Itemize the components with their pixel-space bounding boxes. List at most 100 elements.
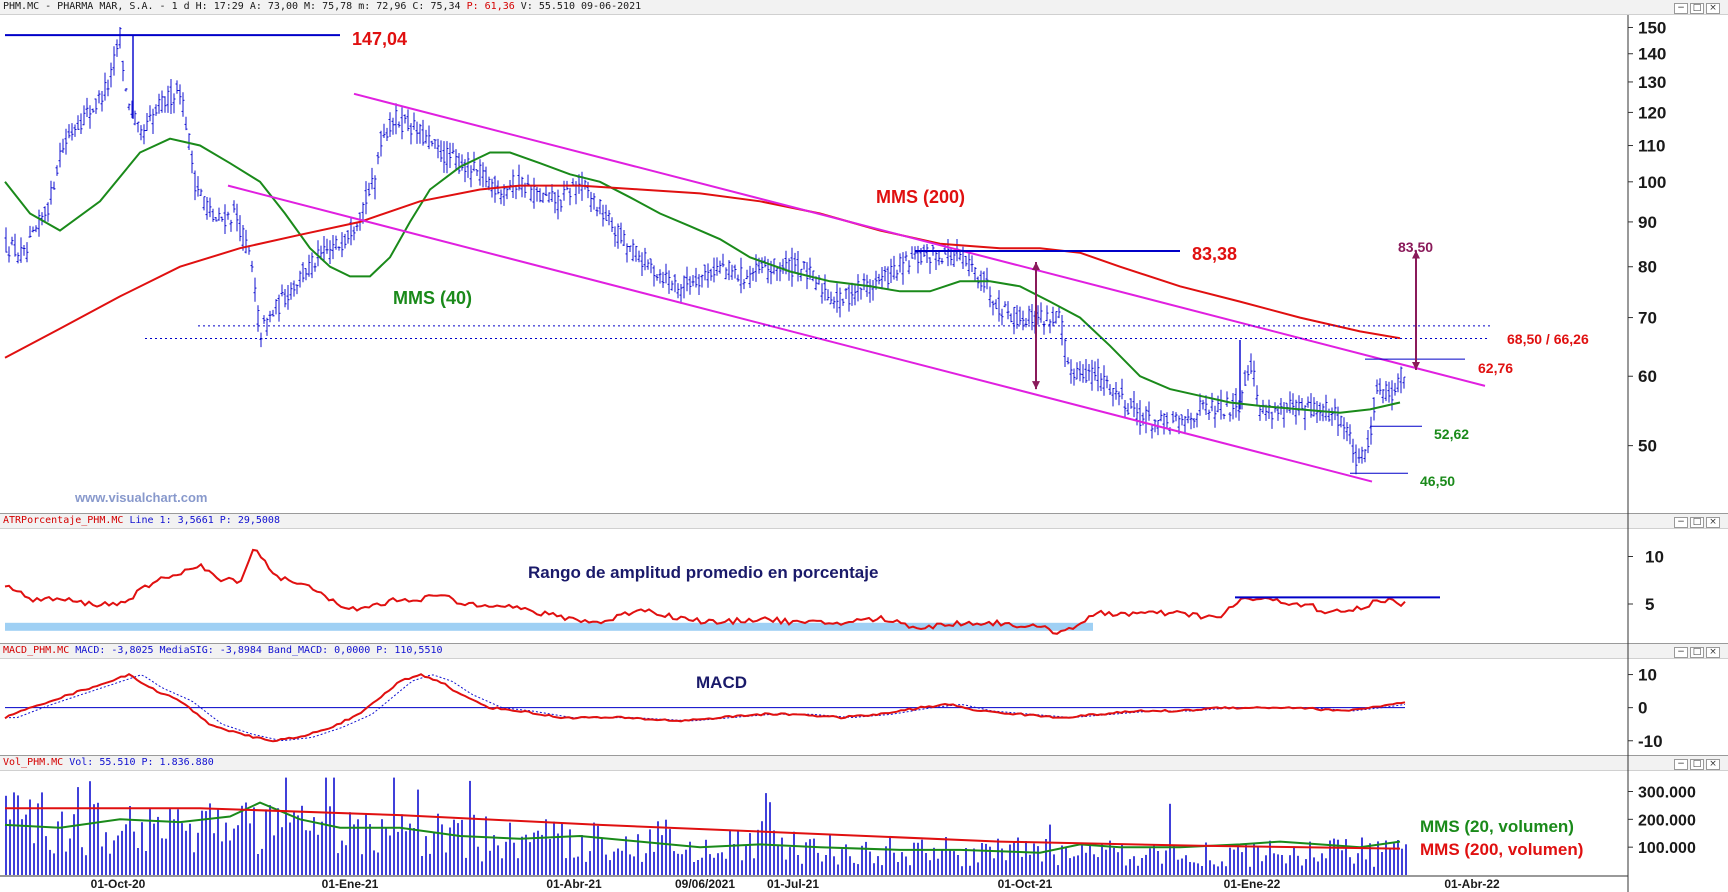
price-bar: [1219, 389, 1223, 420]
close-button[interactable]: ×: [1706, 517, 1720, 528]
price-bar: [1156, 420, 1160, 436]
price-bar: [703, 264, 707, 281]
price-bar: [1312, 397, 1316, 417]
close-button[interactable]: ×: [1706, 647, 1720, 658]
volume-averages: [4, 801, 1401, 854]
atr-title: Rango de amplitud promedio en porcentaje: [528, 563, 878, 582]
minimize-button[interactable]: −: [1674, 517, 1688, 528]
pane-divider[interactable]: [0, 513, 1728, 514]
price-bar: [397, 121, 401, 128]
price-bar: [238, 215, 242, 242]
price-bar: [862, 273, 866, 291]
price-bar: [1165, 412, 1169, 429]
price-bar: [1231, 393, 1235, 420]
price-bar: [1222, 413, 1226, 420]
price-bar: [652, 265, 656, 287]
price-bar: [139, 125, 143, 141]
maximize-button[interactable]: □: [1690, 517, 1704, 528]
minimize-button[interactable]: −: [1674, 3, 1688, 14]
y-tick-label: 80: [1638, 258, 1657, 277]
price-bar: [826, 289, 830, 301]
maximize-button[interactable]: □: [1690, 3, 1704, 14]
price-bar: [1066, 357, 1070, 365]
price-bar: [1291, 393, 1295, 415]
maximize-button[interactable]: □: [1690, 759, 1704, 770]
vol-header-values: Vol: 55.510 P: 1.836.880: [69, 757, 214, 768]
price-bar: [670, 280, 674, 291]
price-bar: [355, 222, 359, 232]
price-bar: [823, 274, 827, 301]
maximize-button[interactable]: □: [1690, 647, 1704, 658]
volume-y-ticks: 300.000 200.000 100.000: [1628, 785, 1696, 857]
minimize-button[interactable]: −: [1674, 759, 1688, 770]
price-bar: [643, 247, 647, 271]
price-bar: [1192, 418, 1196, 429]
price-bar: [1096, 358, 1100, 392]
macd-plot: [4, 673, 1406, 743]
price-bar: [223, 204, 227, 234]
price-bar: [925, 244, 929, 263]
price-bar: [958, 251, 962, 261]
atr-y-ticks: 10 5: [1628, 548, 1664, 614]
price-bar: [328, 240, 332, 264]
price-bar: [1174, 412, 1178, 422]
price-bar: [1324, 394, 1328, 421]
price-bar: [940, 258, 944, 265]
price-bar: [1117, 391, 1121, 406]
price-bar: [1147, 401, 1151, 421]
price-bar: [1252, 360, 1256, 387]
price-bar: [1288, 391, 1292, 414]
price-bar: [91, 108, 95, 113]
minimize-button[interactable]: −: [1674, 647, 1688, 658]
close-button[interactable]: ×: [1706, 759, 1720, 770]
price-bar: [79, 113, 83, 134]
price-bar: [70, 123, 74, 141]
price-bar: [607, 210, 611, 226]
price-bar: [1243, 370, 1247, 386]
price-bar: [1369, 416, 1373, 445]
price-bar: [646, 259, 650, 270]
x-tick-label: 09/06/2021: [675, 877, 735, 891]
price-bar: [748, 265, 752, 288]
price-bar: [334, 235, 338, 250]
price-bar: [1195, 412, 1199, 428]
x-tick-label: 01-Ene-22: [1224, 877, 1281, 891]
price-bar: [244, 229, 248, 254]
price-bar: [1024, 318, 1028, 328]
vol-header-name: Vol_PHM.MC: [3, 757, 64, 768]
price-bar: [1045, 305, 1049, 322]
price-bar: [598, 199, 602, 215]
price-bar: [346, 230, 350, 244]
price-bar: [205, 197, 209, 220]
price-bar: [283, 289, 287, 308]
price-bar: [475, 169, 479, 176]
price-bar: [1180, 414, 1184, 426]
price-bar: [796, 251, 800, 282]
pane-divider[interactable]: [0, 755, 1728, 756]
price-bar: [1351, 438, 1355, 463]
price-bar: [1126, 403, 1130, 415]
pane-divider[interactable]: [0, 643, 1728, 644]
price-bar: [1345, 422, 1349, 442]
price-bar: [1306, 396, 1310, 408]
price-bar: [64, 128, 68, 155]
price-bar: [187, 133, 191, 150]
price-bar: [280, 284, 284, 297]
price-bar: [841, 298, 845, 306]
price-bar: [970, 255, 974, 272]
price-bar: [1015, 305, 1019, 329]
price-bar: [511, 169, 515, 198]
price-bar: [226, 211, 230, 220]
close-button[interactable]: ×: [1706, 3, 1720, 14]
price-bar: [574, 181, 578, 205]
price-bar: [181, 92, 185, 117]
y-tick-label: 70: [1638, 309, 1657, 328]
atr-low-band: [5, 622, 1093, 631]
price-bar: [52, 181, 56, 190]
price-bar: [19, 237, 23, 263]
price-bar: [883, 266, 887, 282]
price-bar: [778, 262, 782, 282]
price-bar: [547, 192, 551, 203]
price-overlays: [4, 34, 1490, 483]
